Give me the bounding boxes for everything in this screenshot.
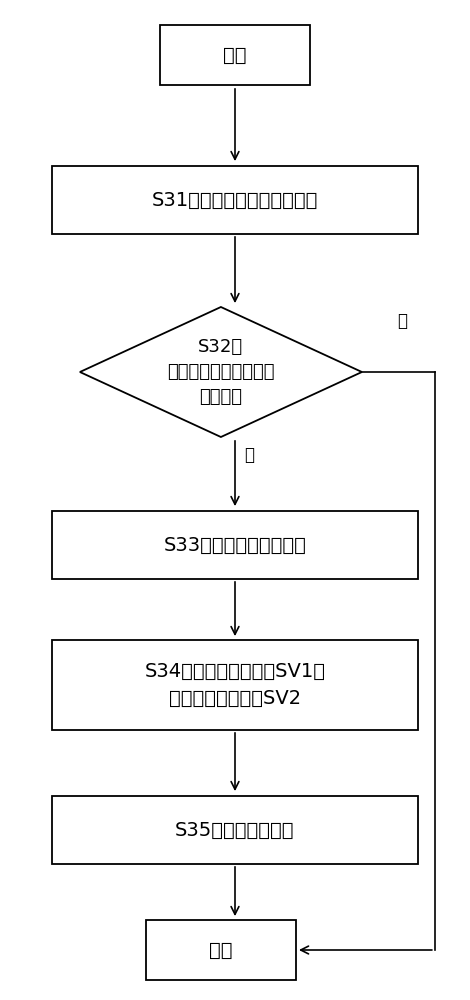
Text: S35，控制机组断电: S35，控制机组断电 — [175, 820, 295, 840]
Text: S31，实时接收未来天气信息: S31，实时接收未来天气信息 — [152, 190, 318, 210]
Text: 否: 否 — [397, 312, 407, 330]
Text: 开始: 开始 — [223, 45, 247, 64]
Bar — [160, 25, 310, 85]
Bar — [52, 796, 418, 864]
Bar — [52, 511, 418, 579]
Text: S32，
判断未来天气是否存在
特殊天气: S32， 判断未来天气是否存在 特殊天气 — [167, 338, 274, 406]
Bar — [52, 640, 418, 730]
Text: S34，立即关闭截止阀SV1，
并缓慢关闭截止阀SV2: S34，立即关闭截止阀SV1， 并缓慢关闭截止阀SV2 — [144, 662, 326, 708]
Text: 结束: 结束 — [209, 940, 233, 960]
Polygon shape — [80, 307, 362, 437]
Text: 是: 是 — [244, 446, 254, 464]
Bar — [146, 920, 296, 980]
Bar — [52, 166, 418, 234]
Text: S33，启动冷媒回收流程: S33，启动冷媒回收流程 — [164, 536, 306, 554]
